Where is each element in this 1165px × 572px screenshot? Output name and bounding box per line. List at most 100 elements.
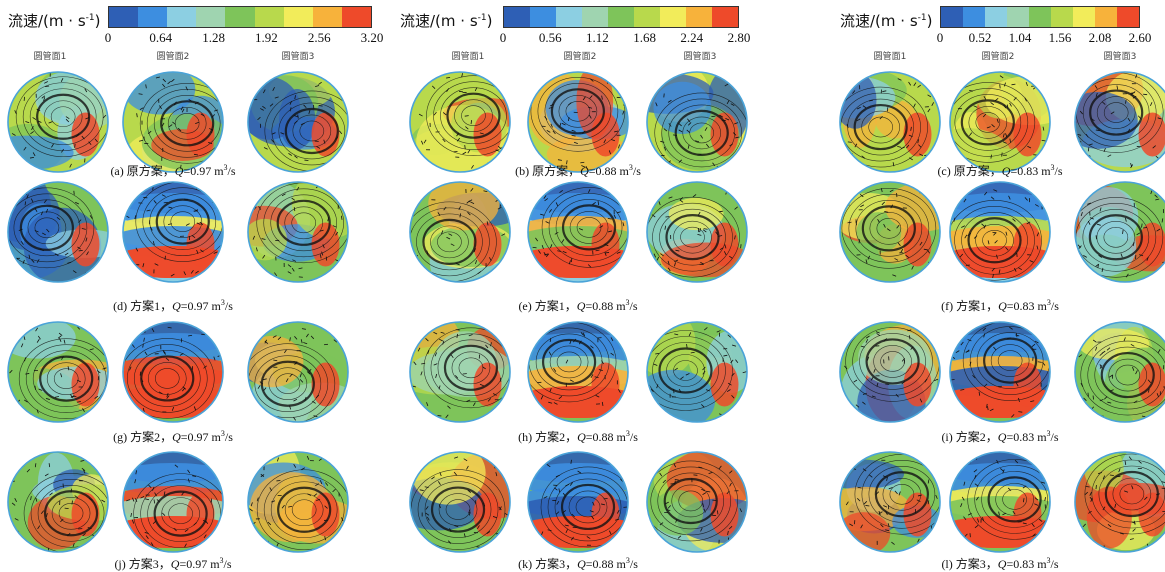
section-label-2: 圆管面2 [564,49,597,62]
colorbar-title-close: ) [95,12,101,30]
colorbar-segment [1051,7,1073,27]
caption-tag: (c) 原方案， [937,164,1001,178]
caption-tag: (i) 方案2， [941,430,997,444]
pipe-section-plot [1073,70,1165,174]
colorbar-tick-label: 2.60 [1129,30,1152,46]
pipe-section-plot [246,320,350,424]
section-label-2: 圆管面2 [982,49,1015,62]
colorbar-segment [255,7,284,27]
colorbar [940,6,1140,28]
pipe-section-plot [408,70,512,174]
colorbar-segment [1095,7,1117,27]
velocity-contour-svg [6,320,110,424]
caption-value: =0.88 m [586,430,626,444]
pipe-section-plot [121,320,225,424]
subfigure-caption: (d) 方案1，Q=0.97 m3/s [113,297,233,314]
velocity-contour-svg [121,450,225,554]
subfigure-caption: (e) 方案1，Q=0.88 m3/s [518,297,637,314]
colorbar [108,6,372,28]
colorbar-segment [138,7,167,27]
colorbar-segment [963,7,985,27]
colorbar-segment [109,7,138,27]
caption-q-symbol: Q [175,164,184,178]
colorbar-segment [225,7,254,27]
caption-value: =0.83 m [1007,299,1047,313]
velocity-contour-svg [6,450,110,554]
colorbar-segment [1117,7,1139,27]
pipe-section-plot [526,180,630,284]
colorbar-tick-label: 1.04 [1009,30,1032,46]
velocity-contour-svg [948,450,1052,554]
pipe-section-plot [838,180,942,284]
caption-unit: /s [224,557,232,571]
pipe-section-plot [948,320,1052,424]
pipe-section-plot [838,320,942,424]
colorbar-segment [342,7,371,27]
colorbar-title: 流速/(m · s-1) [8,10,100,31]
caption-q-symbol: Q [577,430,586,444]
caption-unit: /s [225,430,233,444]
caption-q-symbol: Q [1002,164,1011,178]
colorbar-segment [196,7,225,27]
caption-tag: (h) 方案2， [518,430,577,444]
caption-value: =0.83 m [1010,164,1050,178]
colorbar-segment [660,7,686,27]
colorbar-tick-label: 1.68 [633,30,656,46]
colorbar-segment [284,7,313,27]
pipe-section-plot [838,450,942,554]
velocity-contour-svg [121,70,225,174]
caption-tag: (f) 方案1， [941,299,998,313]
colorbar-segment [712,7,738,27]
colorbar-title: 流速/(m · s-1) [400,10,492,31]
pipe-section-plot [948,180,1052,284]
section-label-1: 圆管面1 [34,49,67,62]
colorbar-segment [1029,7,1051,27]
colorbar-title-exponent: -1 [86,13,95,23]
velocity-contour-svg [526,180,630,284]
colorbar-title-exponent: -1 [478,13,487,23]
colorbar-tick-label: 1.92 [255,30,278,46]
caption-q-symbol: Q [998,299,1007,313]
caption-unit: /s [225,299,233,313]
colorbar-title-text: 流速/(m · s [8,12,86,30]
colorbar-tick-label: 2.56 [308,30,331,46]
pipe-section-plot [408,450,512,554]
section-label-3: 圆管面3 [684,49,717,62]
pipe-section-plot [645,450,749,554]
velocity-contour-svg [645,320,749,424]
velocity-contour-svg [1073,320,1165,424]
pipe-section-plot [1073,180,1165,284]
velocity-contour-svg [645,450,749,554]
velocity-contour-svg [6,70,110,174]
colorbar-title: 流速/(m · s-1) [840,10,932,31]
velocity-contour-svg [408,70,512,174]
colorbar-tick-label: 0.56 [539,30,562,46]
subfigure-caption: (b) 原方案，Q=0.88 m3/s [515,162,641,179]
subfigure-caption: (c) 原方案，Q=0.83 m3/s [937,162,1062,179]
velocity-contour-svg [408,180,512,284]
colorbar-tick-label: 0 [937,30,944,46]
colorbar-segment [608,7,634,27]
colorbar-title-text: 流速/(m · s [400,12,478,30]
colorbar-tick-label: 0 [105,30,112,46]
pipe-section-plot [1073,450,1165,554]
velocity-contour-svg [408,450,512,554]
colorbar-segment [686,7,712,27]
velocity-contour-svg [1073,450,1165,554]
subfigure-caption: (g) 方案2，Q=0.97 m3/s [113,428,233,445]
velocity-contour-svg [526,450,630,554]
subfigure-caption: (a) 原方案，Q=0.97 m3/s [110,162,235,179]
caption-unit: /s [1051,430,1059,444]
caption-unit: /s [633,164,641,178]
colorbar-segment [167,7,196,27]
velocity-contour-svg [838,320,942,424]
colorbar-tick-label: 2.24 [680,30,703,46]
pipe-section-plot [526,320,630,424]
colorbar-title-text: 流速/(m · s [840,12,918,30]
colorbar-tick-label: 1.56 [1049,30,1072,46]
colorbar-tick-label: 1.28 [202,30,225,46]
colorbar [503,6,739,28]
velocity-contour-svg [246,450,350,554]
